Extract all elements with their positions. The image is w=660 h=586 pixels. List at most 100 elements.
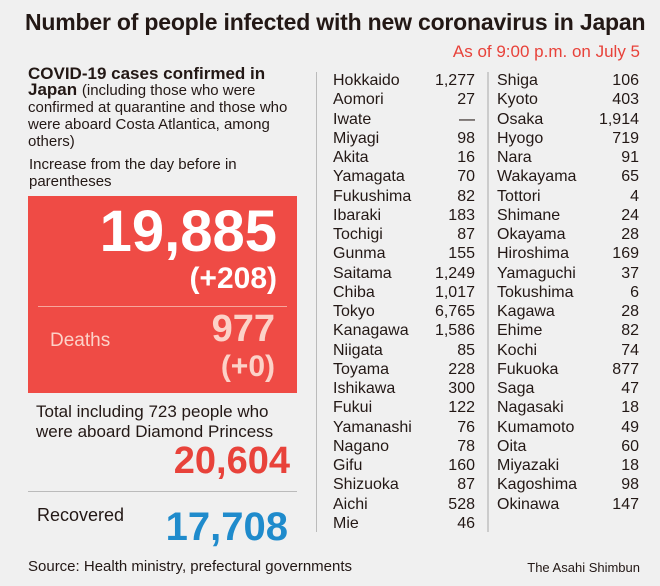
prefecture-count: 1,914	[598, 110, 639, 128]
prefecture-name: Hyogo	[497, 129, 544, 147]
prefecture-count: 37	[621, 264, 639, 282]
source-note: Source: Health ministry, prefectural gov…	[28, 558, 353, 575]
heading-bold: COVID-19 cases confirmed in Japan	[28, 64, 266, 99]
prefecture-name: Osaka	[497, 110, 544, 128]
prefecture-row: Fukushima 82	[333, 187, 475, 206]
prefecture-row: Shiga 106	[497, 71, 639, 90]
prefecture-name: Aichi	[333, 495, 368, 513]
prefecture-count: 27	[457, 91, 475, 109]
prefecture-name: Fukushima	[333, 187, 412, 205]
prefecture-name: Ishikawa	[333, 380, 396, 397]
recovered-label: Recovered	[37, 505, 125, 525]
summary-heading: COVID-19 cases confirmed in Japan (inclu…	[28, 64, 308, 150]
prefecture-name: Tottori	[497, 187, 541, 205]
prefecture-count: 155	[448, 245, 475, 263]
prefecture-row: Akita 16	[333, 148, 475, 167]
prefecture-name: Hiroshima	[497, 245, 570, 263]
deaths-count: 977	[211, 308, 275, 350]
prefecture-row: Hyogo 719	[497, 129, 639, 148]
prefecture-row: Fukuoka 877	[497, 360, 639, 379]
prefecture-row: Aomori 27	[333, 90, 475, 109]
prefecture-name: Shiga	[497, 72, 538, 89]
prefecture-count: 60	[621, 437, 639, 455]
prefecture-count: 160	[448, 457, 475, 474]
deaths-label: Deaths	[50, 330, 111, 351]
cases-increase: (+208)	[189, 262, 277, 295]
prefecture-name: Aomori	[333, 91, 384, 109]
prefecture-name: Miyazaki	[497, 457, 560, 474]
prefecture-name: Kagawa	[497, 303, 555, 320]
prefecture-count: 98	[621, 476, 639, 494]
prefecture-name: Kochi	[497, 341, 538, 359]
cases-box: 19,885 (+208) Deaths 977 (+0)	[28, 196, 297, 393]
prefecture-count: 70	[457, 168, 475, 186]
prefecture-row: Osaka 1,914	[497, 110, 639, 129]
prefecture-count: 300	[448, 380, 475, 397]
prefecture-row: Kyoto 403	[497, 90, 639, 109]
prefecture-name: Fukui	[333, 399, 373, 417]
prefecture-count: 877	[612, 360, 639, 378]
prefecture-row: Kagoshima 98	[497, 475, 639, 494]
prefecture-row: Gifu 160	[333, 456, 475, 475]
prefecture-count: 82	[457, 187, 475, 205]
prefecture-count: 28	[621, 226, 639, 243]
prefecture-count: 228	[448, 360, 475, 378]
prefecture-list-right: Shiga 106 Kyoto 403 Osaka 1,914 Hyogo 719 Nara 91…	[497, 71, 639, 514]
prefecture-name: Kagoshima	[497, 476, 578, 494]
prefecture-name: Okinawa	[497, 495, 560, 513]
prefecture-name: Yamanashi	[333, 418, 412, 436]
increase-note: Increase from the day before in parenthe…	[29, 156, 237, 190]
prefecture-row: Mie 46	[333, 514, 475, 533]
divider	[316, 72, 317, 532]
prefecture-count: 6	[630, 283, 639, 301]
prefecture-name: Yamagata	[333, 168, 405, 186]
prefecture-row: Saitama 1,249	[333, 264, 475, 283]
prefecture-count: 18	[621, 457, 639, 474]
prefecture-row: Hokkaido 1,277	[333, 71, 475, 90]
prefecture-name: Iwate	[333, 110, 372, 128]
prefecture-count: 6,765	[434, 303, 475, 320]
prefecture-row: Kanagawa 1,586	[333, 321, 475, 340]
prefecture-row: Yamanashi 76	[333, 418, 475, 437]
prefecture-row: Kagawa 28	[497, 302, 639, 321]
prefecture-name: Nagano	[333, 437, 390, 455]
prefecture-name: Gifu	[333, 457, 363, 474]
prefecture-count: 122	[448, 399, 475, 417]
prefecture-row: Shimane 24	[497, 206, 639, 225]
prefecture-row: Okinawa 147	[497, 495, 639, 514]
prefecture-name: Akita	[333, 149, 369, 166]
total-label: Total including 723 people who were aboa…	[36, 402, 274, 441]
prefecture-name: Mie	[333, 514, 359, 532]
prefecture-name: Oita	[497, 437, 527, 455]
prefecture-count: 91	[621, 149, 639, 166]
prefecture-row: Ishikawa 300	[333, 379, 475, 398]
prefecture-row: Gunma 155	[333, 244, 475, 263]
prefecture-count: 28	[621, 303, 639, 320]
prefecture-row: Ehime 82	[497, 321, 639, 340]
prefecture-row: Wakayama 65	[497, 167, 639, 186]
recovered-count: 17,708	[165, 505, 288, 549]
prefecture-name: Niigata	[333, 341, 383, 359]
prefecture-name: Shizuoka	[333, 476, 399, 494]
prefecture-name: Shimane	[497, 206, 561, 224]
prefecture-row: Miyagi 98	[333, 129, 475, 148]
prefecture-row: Toyama 228	[333, 360, 475, 379]
prefecture-row: Ibaraki 183	[333, 206, 475, 225]
prefecture-row: Tottori 4	[497, 187, 639, 206]
cases-count: 19,885	[99, 199, 277, 264]
prefecture-name: Kyoto	[497, 91, 538, 109]
prefecture-count: 528	[448, 495, 475, 513]
prefecture-count: 4	[630, 187, 639, 205]
prefecture-name: Miyagi	[333, 129, 380, 147]
prefecture-name: Fukuoka	[497, 360, 559, 378]
prefecture-name: Hokkaido	[333, 72, 400, 89]
prefecture-count: 87	[457, 226, 475, 243]
divider	[38, 306, 287, 307]
prefecture-count: —	[459, 110, 475, 128]
prefecture-count: 169	[612, 245, 639, 263]
prefecture-count: 78	[457, 437, 475, 455]
prefecture-count: 98	[457, 129, 475, 147]
prefecture-name: Ibaraki	[333, 206, 382, 224]
prefecture-row: Nagano 78	[333, 437, 475, 456]
prefecture-row: Tochigi 87	[333, 225, 475, 244]
